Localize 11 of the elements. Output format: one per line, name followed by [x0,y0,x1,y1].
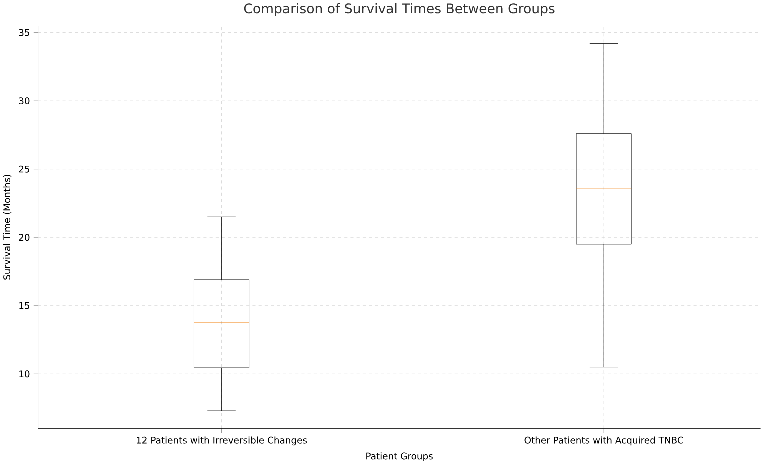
chart-title: Comparison of Survival Times Between Groups [244,3,555,16]
y-tick-label: 30 [19,98,30,105]
x-tick-label: Other Patients with Acquired TNBC [524,436,684,446]
y-tick-label: 15 [20,302,30,310]
y-axis-title: Survival Time (Months) [3,175,12,280]
y-tick-label: 10 [20,370,30,378]
x-axis-title: Patient Groups [366,452,433,462]
y-tick-label: 20 [19,234,30,242]
y-tick-label: 35 [19,29,30,36]
x-tick-label: 12 Patients with Irreversible Changes [137,436,308,446]
y-tick-label: 25 [19,166,30,173]
